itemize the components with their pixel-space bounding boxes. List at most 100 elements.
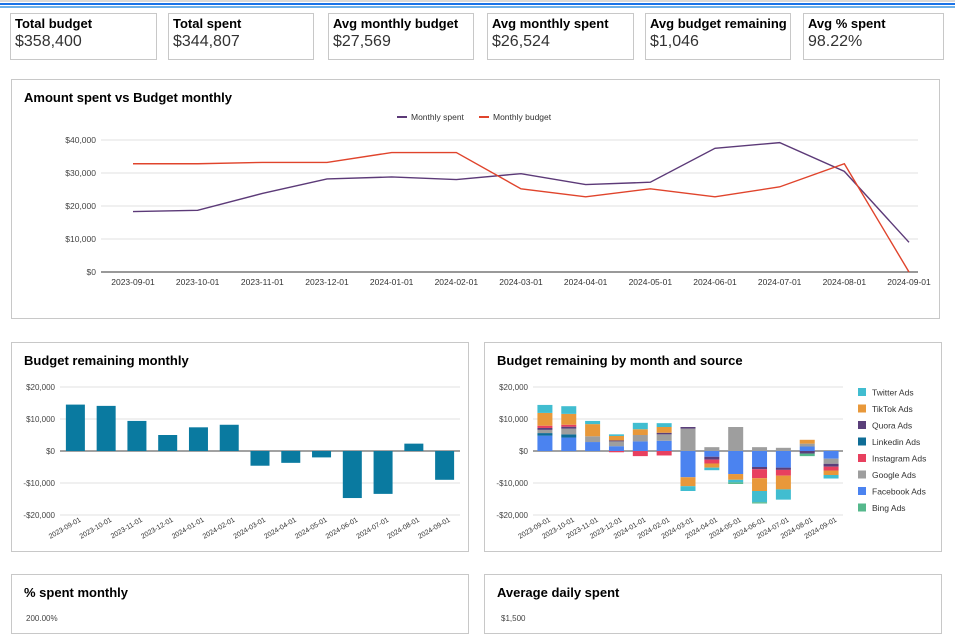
- bar-segment: [656, 423, 672, 427]
- kpi-value: $358,400: [15, 33, 82, 50]
- legend-label: Instagram Ads: [872, 454, 926, 464]
- x-tick-label: 2023-09-01: [111, 277, 155, 287]
- bar-segment: [608, 441, 624, 447]
- panel-spent-vs-budget[interactable]: Amount spent vs Budget monthly $0 $10,000…: [11, 79, 940, 319]
- bar-segment: [704, 467, 720, 471]
- kpi-total-spent[interactable]: Total spent $344,807: [168, 13, 314, 60]
- bar-segment: [561, 413, 577, 425]
- y-tick-label: -$20,000: [23, 511, 55, 520]
- x-tick-label: 2024-02-01: [202, 517, 237, 541]
- bar-segment: [823, 451, 839, 459]
- bar: [312, 451, 332, 458]
- x-tick-label: 2024-09-01: [887, 277, 931, 287]
- series-line-monthly-spent: [132, 141, 910, 243]
- bar-segment: [728, 474, 744, 480]
- bar: [96, 405, 116, 451]
- y-tick-label: $20,000: [26, 383, 55, 392]
- legend-label: Monthly spent: [411, 112, 465, 122]
- bar-segment: [728, 479, 744, 483]
- bar-segment: [728, 482, 744, 484]
- x-tick-label: 2024-02-01: [435, 277, 479, 287]
- kpi-avg-monthly-budget[interactable]: Avg monthly budget $27,569: [328, 13, 474, 60]
- y-tick-label: $40,000: [65, 135, 96, 145]
- page-accent-bar: [0, 3, 955, 5]
- x-tick-label: 2024-03-01: [499, 277, 543, 287]
- bar-segment: [704, 456, 720, 460]
- legend-label: Twitter Ads: [872, 388, 914, 398]
- bar-segment: [775, 469, 791, 476]
- y-tick-label: $0: [519, 447, 528, 456]
- bar-segment: [656, 427, 672, 433]
- bar-segment: [752, 447, 768, 451]
- bar-segment: [704, 451, 720, 457]
- y-tick-label: -$20,000: [496, 511, 528, 520]
- legend-swatch: [858, 454, 866, 462]
- legend-swatch: [858, 470, 866, 479]
- bar-segment: [561, 424, 577, 427]
- bar-segment: [823, 470, 839, 475]
- chart-title: % spent monthly: [24, 585, 129, 600]
- x-tick-label: 2023-12-01: [140, 517, 175, 541]
- bar: [250, 451, 270, 466]
- bar-segment: [608, 446, 624, 451]
- x-tick-label: 2024-01-01: [370, 277, 414, 287]
- bar-segment: [608, 440, 624, 442]
- panel-pct-spent[interactable]: % spent monthly 200.00%: [11, 574, 469, 634]
- panel-budget-remaining[interactable]: Budget remaining monthly -$20,000 -$10,00…: [11, 342, 469, 552]
- bar: [127, 420, 147, 451]
- bar-segment: [752, 502, 768, 504]
- chart-title: Budget remaining by month and source: [497, 353, 743, 368]
- kpi-label: Total budget: [15, 16, 93, 31]
- bar-segment: [656, 451, 672, 456]
- legend-swatch: [858, 437, 866, 446]
- bar-segment: [704, 463, 720, 468]
- panel-remaining-by-source[interactable]: Budget remaining by month and source -$2…: [484, 342, 942, 552]
- bar-segment: [608, 434, 624, 436]
- kpi-value: 98.22%: [808, 33, 863, 50]
- x-tick-label: 2024-03-01: [232, 517, 267, 541]
- x-tick-label: 2023-10-01: [176, 277, 220, 287]
- x-tick-label: 2024-01-01: [171, 517, 206, 541]
- x-tick-label: 2023-11-01: [110, 517, 144, 541]
- legend-swatch: [858, 487, 866, 495]
- y-tick-label: -$10,000: [496, 479, 528, 488]
- bar-segment: [656, 440, 672, 451]
- bar-segment: [823, 458, 839, 464]
- bar-segment: [799, 439, 815, 444]
- y-tick-label: $0: [87, 267, 97, 277]
- bar-segment: [752, 469, 768, 479]
- x-tick-label: 2024-06-01: [325, 517, 360, 541]
- bar-segment: [537, 435, 553, 451]
- panel-avg-daily-spent[interactable]: Average daily spent $1,500: [484, 574, 942, 634]
- y-tick-label: 200.00%: [26, 614, 58, 623]
- kpi-total-budget[interactable]: Total budget $358,400: [10, 13, 157, 60]
- chart-title: Budget remaining monthly: [24, 353, 189, 368]
- bar-segment: [537, 425, 553, 428]
- line-chart: $0 $10,000 $20,000 $30,000 $40,000 2023-09-01…: [65, 112, 931, 287]
- kpi-value: $26,524: [492, 33, 550, 50]
- bar-segment: [680, 477, 696, 487]
- x-tick-label: 2024-07-01: [758, 277, 802, 287]
- kpi-avg-pct-spent[interactable]: Avg % spent 98.22%: [803, 13, 944, 60]
- bar: [219, 424, 239, 451]
- bar-segment: [680, 486, 696, 491]
- bar-segment: [632, 441, 648, 451]
- x-tick-label: 2024-09-01: [417, 517, 452, 541]
- bar: [435, 451, 455, 480]
- bar: [342, 451, 362, 499]
- chart-title: Average daily spent: [497, 585, 620, 600]
- legend-swatch: [858, 404, 866, 413]
- bar-segment: [799, 453, 815, 457]
- x-tick-label: 2024-06-01: [693, 277, 737, 287]
- kpi-avg-monthly-spent[interactable]: Avg monthly spent $26,524: [487, 13, 634, 60]
- bar-segment: [799, 446, 815, 451]
- x-tick-label: 2024-05-01: [629, 277, 673, 287]
- bar-segment: [823, 463, 839, 467]
- kpi-avg-budget-remaining[interactable]: Avg budget remaining $1,046: [645, 13, 791, 60]
- bar: [281, 451, 301, 463]
- bar-segment: [799, 451, 815, 454]
- legend-swatch: [858, 388, 866, 396]
- y-tick-label: $10,000: [26, 415, 55, 424]
- x-tick-label: 2023-09-01: [48, 517, 83, 541]
- x-tick-label: 2024-08-01: [823, 277, 867, 287]
